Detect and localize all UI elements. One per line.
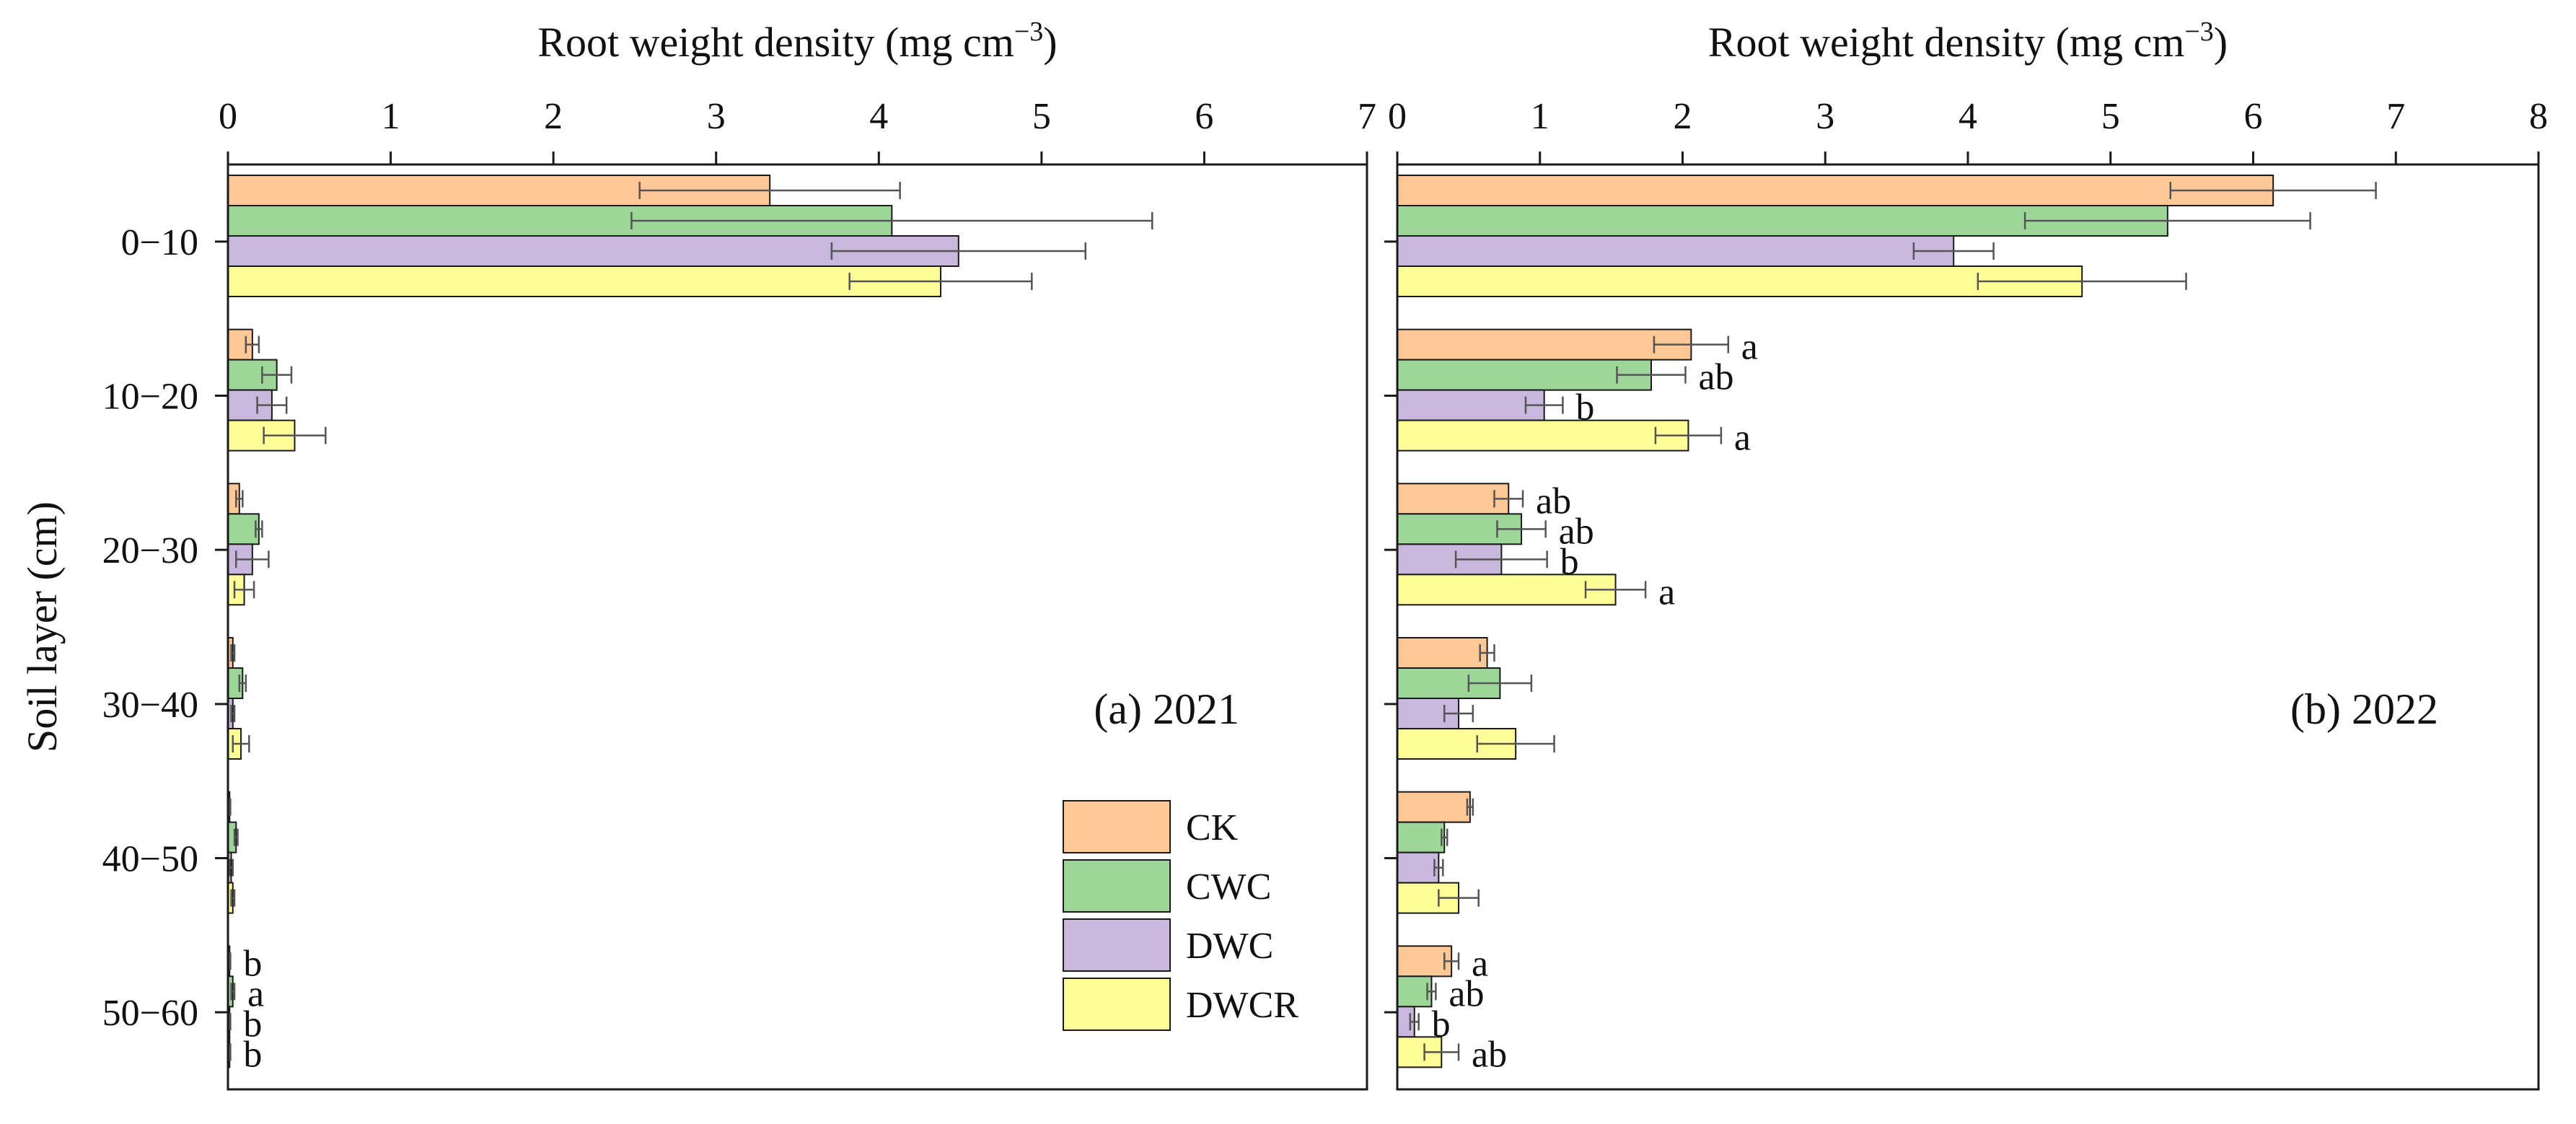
significance-label-b-ck-5: a bbox=[1472, 943, 1488, 984]
bar-b-ck-2 bbox=[1397, 483, 1510, 515]
bar-b-dwc-4 bbox=[1397, 851, 1440, 884]
legend-label-cwc: CWC bbox=[1186, 866, 1271, 908]
significance-label-b-dwcr-2: a bbox=[1658, 571, 1675, 613]
x-tick-label-b-3: 3 bbox=[1816, 96, 1834, 137]
legend-label-dwcr: DWCR bbox=[1186, 985, 1298, 1026]
bar-b-ck-4 bbox=[1397, 791, 1471, 823]
legend-swatch-ck bbox=[1063, 800, 1171, 853]
plot-frame-a bbox=[227, 163, 1368, 1091]
x-tick-label-b-5: 5 bbox=[2101, 96, 2120, 137]
significance-label-a-dwc-5: b bbox=[243, 1004, 262, 1045]
bar-b-dwcr-2 bbox=[1397, 574, 1617, 606]
bar-b-dwcr-1 bbox=[1397, 419, 1689, 452]
significance-label-b-dwcr-1: a bbox=[1734, 418, 1751, 459]
y-tick-label-3: 30−40 bbox=[102, 685, 198, 726]
significance-label-b-ck-1: a bbox=[1741, 327, 1758, 368]
y-tick-label-0: 0−10 bbox=[121, 222, 198, 263]
x-axis-title-text-b: Root weight density (mg cm bbox=[1708, 19, 2185, 66]
significance-label-b-cwc-1: ab bbox=[1698, 357, 1733, 398]
legend-swatch-dwc bbox=[1063, 918, 1171, 972]
y-tick-label-5: 50−60 bbox=[102, 993, 198, 1034]
significance-label-b-cwc-5: ab bbox=[1449, 973, 1484, 1014]
x-tick-label-a-2: 2 bbox=[544, 96, 563, 137]
x-tick-label-b-2: 2 bbox=[1674, 96, 1692, 137]
bar-b-cwc-4 bbox=[1397, 821, 1446, 853]
x-tick-label-b-7: 7 bbox=[2386, 96, 2405, 137]
x-tick-label-b-6: 6 bbox=[2244, 96, 2263, 137]
x-axis-title-sup-a: −3 bbox=[1014, 17, 1043, 47]
x-axis-title-b: Root weight density (mg cm−3) bbox=[1708, 17, 2228, 66]
legend-label-ck: CK bbox=[1186, 807, 1239, 848]
x-tick-label-a-1: 1 bbox=[382, 96, 400, 137]
x-axis-title-a: Root weight density (mg cm−3) bbox=[537, 17, 1057, 66]
significance-label-b-dwcr-5: ab bbox=[1472, 1034, 1507, 1075]
x-tick-label-a-0: 0 bbox=[219, 96, 237, 137]
bar-a-cwc-2 bbox=[227, 513, 260, 545]
x-axis-title-end-b: ) bbox=[2214, 19, 2228, 66]
panel-label-a: (a) 2021 bbox=[1094, 685, 1239, 733]
y-tick-label-4: 40−50 bbox=[102, 839, 198, 880]
x-tick-label-b-8: 8 bbox=[2529, 96, 2548, 137]
x-tick-label-b-4: 4 bbox=[1959, 96, 1977, 137]
significance-label-b-dwc-5: b bbox=[1432, 1004, 1451, 1045]
y-axis-title: Soil layer (cm) bbox=[19, 501, 66, 752]
x-axis-title-end-a: ) bbox=[1043, 19, 1057, 66]
bar-b-dwc-1 bbox=[1397, 389, 1545, 421]
x-tick-label-a-3: 3 bbox=[707, 96, 726, 137]
bar-b-dwc-0 bbox=[1397, 235, 1955, 267]
panel-label-b: (b) 2022 bbox=[2290, 685, 2438, 733]
y-tick-label-1: 10−20 bbox=[102, 377, 198, 418]
x-tick-label-b-1: 1 bbox=[1531, 96, 1549, 137]
y-tick-label-2: 20−30 bbox=[102, 530, 198, 571]
significance-label-b-dwc-2: b bbox=[1560, 541, 1579, 582]
x-tick-label-a-4: 4 bbox=[869, 96, 888, 137]
significance-label-a-dwcr-5: b bbox=[243, 1034, 262, 1075]
significance-label-b-ck-2: ab bbox=[1536, 480, 1571, 522]
legend-swatch-dwcr bbox=[1063, 978, 1171, 1031]
significance-label-b-cwc-2: ab bbox=[1559, 511, 1594, 552]
x-axis-title-sup-b: −3 bbox=[2184, 17, 2213, 47]
significance-label-a-ck-5: b bbox=[243, 943, 262, 984]
bar-b-ck-1 bbox=[1397, 328, 1692, 361]
plot-frame-b bbox=[1396, 163, 2540, 1091]
bar-b-ck-3 bbox=[1397, 637, 1488, 669]
significance-label-a-cwc-5: a bbox=[247, 973, 264, 1014]
bar-b-ck-5 bbox=[1397, 945, 1453, 978]
bar-b-dwcr-0 bbox=[1397, 265, 2083, 297]
x-tick-label-a-5: 5 bbox=[1032, 96, 1051, 137]
legend-label-dwc: DWC bbox=[1186, 926, 1273, 967]
legend-swatch-cwc bbox=[1063, 859, 1171, 913]
x-tick-label-a-7: 7 bbox=[1358, 96, 1376, 137]
x-axis-title-text-a: Root weight density (mg cm bbox=[537, 19, 1014, 66]
bar-b-cwc-1 bbox=[1397, 359, 1652, 391]
bar-a-dwcr-0 bbox=[227, 265, 942, 297]
bar-b-ck-0 bbox=[1397, 175, 2274, 206]
significance-label-b-dwc-1: b bbox=[1575, 387, 1594, 429]
x-tick-label-a-6: 6 bbox=[1195, 96, 1213, 137]
x-tick-label-b-0: 0 bbox=[1388, 96, 1407, 137]
